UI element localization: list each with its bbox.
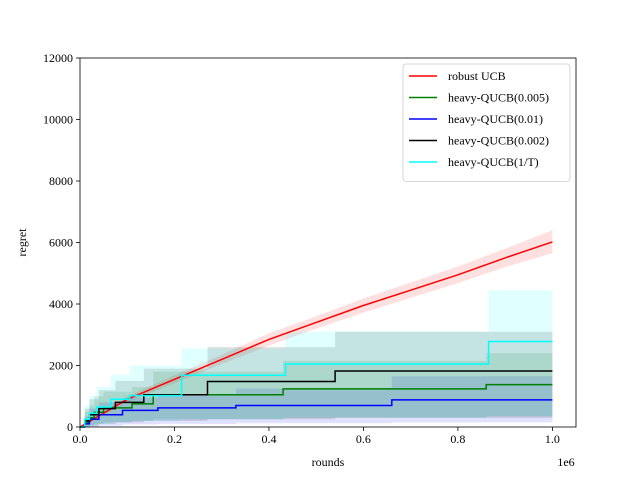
y-tick-label: 8000 [49,174,73,188]
y-tick-label: 2000 [49,359,73,373]
series-band-4 [80,290,553,427]
y-axis-label: regret [15,228,29,257]
y-tick-label: 6000 [49,236,73,250]
y-tick-label: 0 [67,420,73,434]
series-line-0 [79,241,553,428]
x-tick-label: 0.6 [356,432,371,446]
y-tick-label: 4000 [49,297,73,311]
x-tick-label: 1.0 [545,432,560,446]
series-line-3 [80,370,553,428]
y-tick-label: 12000 [43,51,73,65]
legend-label-1: heavy-QUCB(0.005) [448,91,549,105]
series-line-1 [80,383,553,428]
x-tick-label: 0.2 [167,432,182,446]
series-line-4 [80,340,553,428]
x-axis-ticks: 0.0 0.2 0.4 0.6 0.8 1.0 [73,427,560,446]
series-band-3 [80,331,553,427]
series-line-2 [80,399,553,428]
legend-label-4: heavy-QUCB(1/T) [448,155,539,169]
legend-box [402,63,571,182]
y-axis-ticks: 0 2000 4000 6000 8000 10000 12000 [43,51,80,434]
legend-label-3: heavy-QUCB(0.002) [448,134,549,148]
legend-label-0: robust UCB [448,69,506,83]
legend: robust UCB heavy-QUCB(0.005) heavy-QUCB(0.… [402,63,571,182]
x-axis-label: rounds [312,455,345,469]
y-tick-label: 10000 [43,113,73,127]
x-tick-label: 0.8 [450,432,465,446]
x-axis-offset-label: 1e6 [557,455,574,469]
legend-label-2: heavy-QUCB(0.01) [448,112,543,126]
series-lines [79,241,553,428]
x-tick-label: 0.0 [73,432,88,446]
series-band-0 [80,230,553,427]
x-tick-label: 0.4 [261,432,276,446]
